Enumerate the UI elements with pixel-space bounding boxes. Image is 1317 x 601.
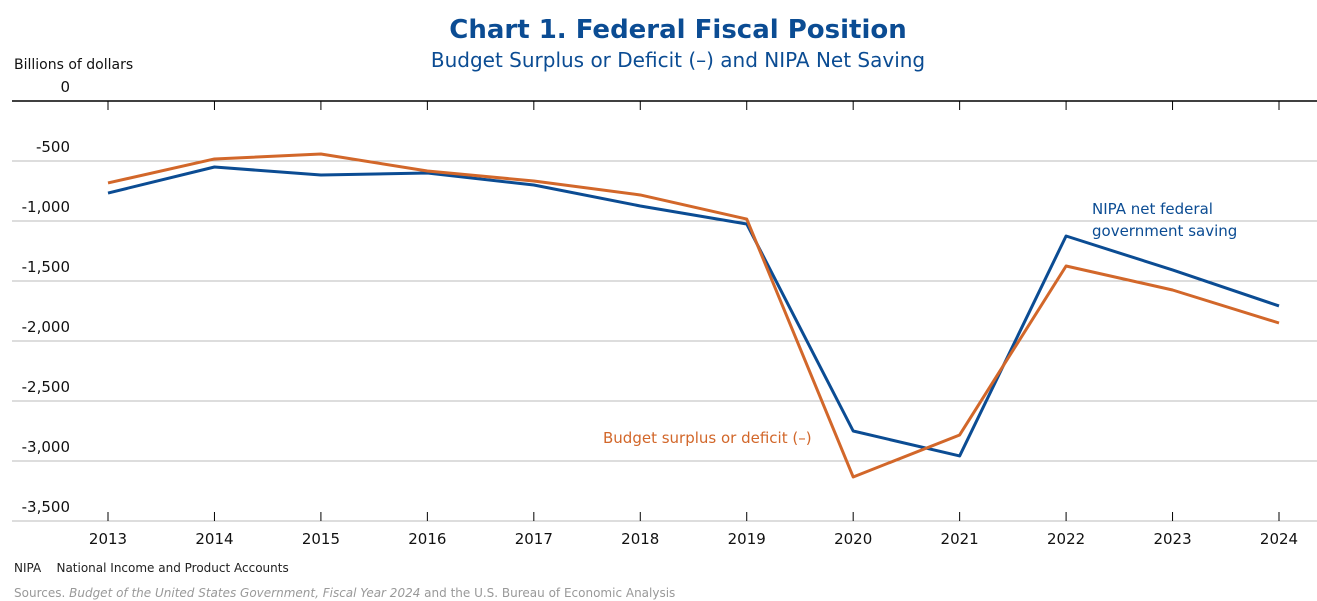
x-tick-label: 2023: [1153, 530, 1191, 548]
sources: Sources. Budget of the United States Gov…: [14, 586, 675, 600]
y-tick-label: -2,000: [22, 318, 70, 336]
x-tick-label: 2020: [834, 530, 872, 548]
x-tick-label: 2022: [1047, 530, 1085, 548]
footnote: NIPA National Income and Product Account…: [14, 561, 289, 575]
y-tick-label: -1,000: [22, 198, 70, 216]
chart-subtitle: Budget Surplus or Deficit (–) and NIPA N…: [431, 48, 925, 72]
x-tick-label: 2018: [621, 530, 659, 548]
x-tick-label: 2024: [1260, 530, 1298, 548]
y-tick-label: -1,500: [22, 258, 70, 276]
sources-lead: Sources.: [14, 586, 66, 600]
sources-rest: and the U.S. Bureau of Economic Analysis: [424, 586, 676, 600]
y-tick-label: -2,500: [22, 378, 70, 396]
x-tick-label: 2014: [195, 530, 233, 548]
sources-title: Budget of the United States Government, …: [69, 586, 421, 600]
x-tick-label: 2021: [941, 530, 979, 548]
x-tick-label: 2015: [302, 530, 340, 548]
y-tick-label: -3,500: [22, 498, 70, 516]
x-tick-label: 2013: [89, 530, 127, 548]
series-line: [107, 165, 1280, 458]
annotation: Budget surplus or deficit (–): [603, 429, 812, 447]
annotation: NIPA net federal government saving: [1092, 200, 1238, 240]
abbr-text: National Income and Product Accounts: [56, 561, 289, 575]
y-tick-label: -3,000: [22, 438, 70, 456]
abbr: NIPA: [14, 561, 42, 575]
y-axis-label: Billions of dollars: [14, 57, 133, 73]
chart-title: Chart 1. Federal Fiscal Position: [449, 15, 906, 45]
y-tick-label: -500: [36, 138, 70, 156]
y-tick-label: 0: [60, 78, 70, 96]
series-line: [107, 152, 1280, 479]
x-tick-label: 2016: [408, 530, 446, 548]
x-tick-label: 2017: [515, 530, 553, 548]
x-tick-label: 2019: [728, 530, 766, 548]
